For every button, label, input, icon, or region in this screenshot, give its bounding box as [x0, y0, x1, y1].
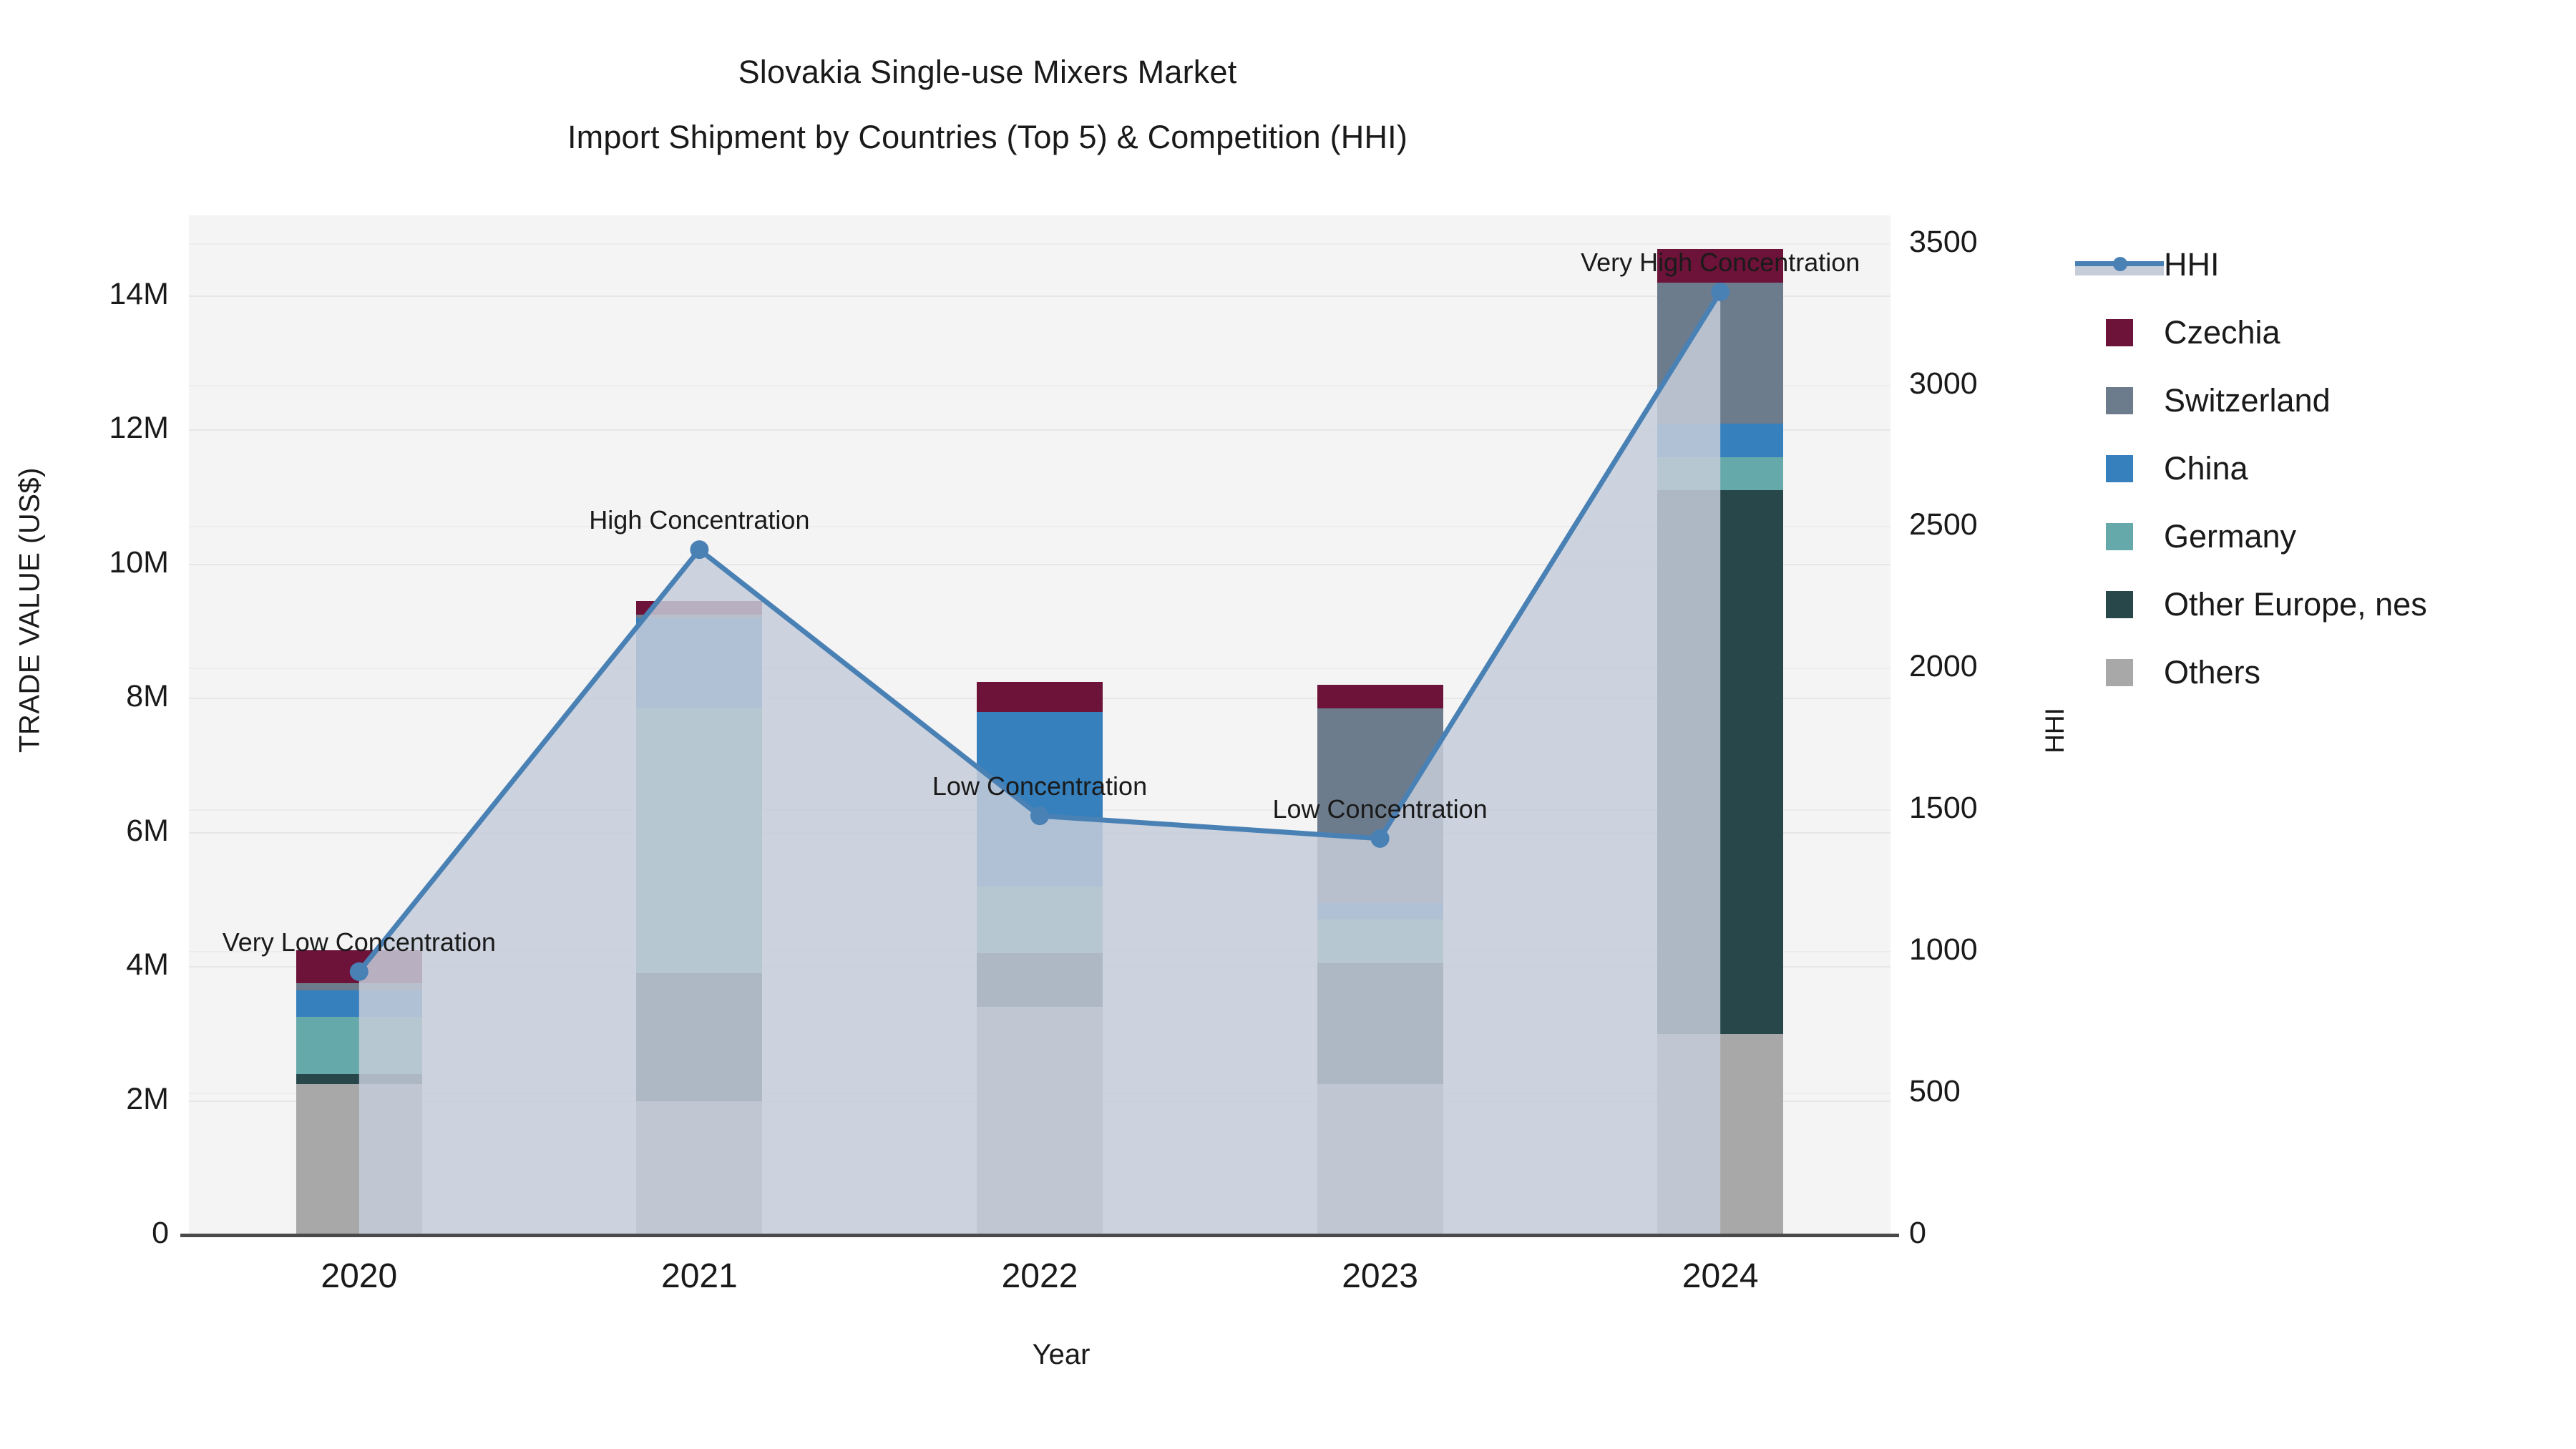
bar-segment[interactable]: [977, 681, 1103, 712]
y-axis-left-tick-label: 8M: [126, 679, 169, 713]
bar-segment[interactable]: [1657, 423, 1784, 457]
legend-item-label: Germany: [2164, 517, 2297, 555]
legend-color-swatch: [2106, 386, 2133, 414]
y-axis-left-tick-label: 12M: [109, 411, 169, 445]
bar-stack[interactable]: [1657, 215, 1784, 1235]
legend-item-label: Czechia: [2164, 313, 2280, 351]
legend-item-label: Others: [2164, 653, 2261, 691]
legend-item-label: Switzerland: [2164, 381, 2331, 419]
x-axis-tick-label: 2021: [661, 1257, 738, 1295]
legend-item-label: Other Europe, nes: [2164, 585, 2427, 623]
gridline-y-right: [189, 243, 1890, 245]
legend-color-swatch: [2106, 318, 2133, 346]
bar-segment[interactable]: [636, 973, 763, 1101]
legend-color-swatch: [2106, 590, 2133, 618]
bar-segment[interactable]: [296, 983, 422, 990]
concentration-annotation: High Concentration: [589, 505, 810, 535]
concentration-annotation: Low Concentration: [932, 771, 1148, 801]
bar-segment[interactable]: [636, 614, 763, 618]
bar-segment[interactable]: [1657, 490, 1784, 1034]
y-axis-left-tick-label: 14M: [109, 276, 169, 311]
x-axis-label: Year: [1032, 1339, 1091, 1370]
y-axis-right-tick-label: 3000: [1909, 366, 1978, 401]
x-axis-tick-label: 2023: [1342, 1257, 1418, 1295]
legend-color-swatch: [2106, 522, 2133, 550]
bar-segment[interactable]: [1317, 685, 1443, 709]
bar-segment[interactable]: [1317, 902, 1443, 920]
y-axis-right-tick-label: 2000: [1909, 649, 1978, 684]
legend-item[interactable]: Other Europe, nes: [2075, 570, 2547, 638]
y-axis-left-tick-label: 6M: [126, 813, 169, 848]
bar-segment[interactable]: [1657, 282, 1784, 424]
bar-segment[interactable]: [977, 953, 1103, 1008]
y-axis-left-tick-label: 4M: [126, 947, 169, 982]
bar-segment[interactable]: [977, 1007, 1103, 1235]
bar-stack[interactable]: [1317, 215, 1443, 1235]
x-axis-spine: [180, 1234, 1899, 1237]
legend-item[interactable]: China: [2075, 434, 2547, 502]
legend: HHI Czechia Switzerland China Germany Other E…: [2075, 230, 2547, 706]
bar-segment[interactable]: [296, 990, 422, 1018]
legend-item[interactable]: HHI: [2075, 230, 2547, 298]
concentration-annotation: Very High Concentration: [1581, 247, 1860, 277]
y-axis-left-tick-label: 0: [152, 1216, 169, 1250]
x-axis-tick-label: 2024: [1682, 1257, 1759, 1295]
bar-segment[interactable]: [1317, 963, 1443, 1085]
legend-item-label: HHI: [2164, 245, 2220, 283]
y-axis-right-tick-label: 1000: [1909, 932, 1978, 967]
bar-segment[interactable]: [296, 1074, 422, 1085]
y-axis-right-tick-label: 500: [1909, 1074, 1961, 1109]
y-axis-left-tick-label: 2M: [126, 1081, 169, 1116]
bar-segment[interactable]: [1657, 248, 1784, 283]
concentration-annotation: Low Concentration: [1272, 794, 1488, 824]
y-axis-right-tick-label: 1500: [1909, 791, 1978, 826]
y-axis-right-label: HHI: [2040, 708, 2069, 753]
bar-segment[interactable]: [977, 886, 1103, 954]
bar-segment[interactable]: [1657, 457, 1784, 491]
bar-stack[interactable]: [977, 215, 1103, 1235]
bar-segment[interactable]: [1317, 1084, 1443, 1235]
y-axis-right-tick-label: 2500: [1909, 507, 1978, 542]
legend-item-label: China: [2164, 449, 2248, 487]
bar-stack[interactable]: [296, 215, 422, 1235]
bar-segment[interactable]: [636, 601, 763, 615]
chart-title: Slovakia Single-use Mixers Market: [738, 54, 1237, 90]
bar-segment[interactable]: [1317, 919, 1443, 964]
bar-segment[interactable]: [636, 618, 763, 709]
bar-stack[interactable]: [636, 215, 763, 1235]
y-axis-left-label: TRADE VALUE (US$): [14, 467, 46, 753]
concentration-annotation: Very Low Concentration: [222, 927, 496, 957]
x-axis-tick-label: 2020: [321, 1257, 398, 1295]
legend-item[interactable]: Czechia: [2075, 298, 2547, 366]
y-axis-left-tick-label: 10M: [109, 545, 169, 580]
bar-segment[interactable]: [1657, 1033, 1784, 1235]
chart-title-block: Slovakia Single-use Mixers Market Import…: [0, 56, 1975, 153]
plot-area: Very Low Concentration High Concentration…: [189, 215, 1890, 1236]
bar-segment[interactable]: [636, 1101, 763, 1235]
legend-line-icon: [2075, 251, 2164, 278]
legend-color-swatch: [2106, 658, 2133, 686]
y-axis-right-tick-label: 0: [1909, 1216, 1926, 1250]
y-axis-right-tick-label: 3500: [1909, 224, 1978, 259]
legend-item[interactable]: Switzerland: [2075, 366, 2547, 434]
chart-subtitle: Import Shipment by Countries (Top 5) & C…: [567, 119, 1408, 155]
bar-segment[interactable]: [636, 708, 763, 974]
bar-segment[interactable]: [296, 1084, 422, 1235]
bar-segment[interactable]: [296, 1017, 422, 1074]
legend-color-swatch: [2106, 454, 2133, 482]
legend-item[interactable]: Others: [2075, 638, 2547, 706]
x-axis-tick-label: 2022: [1001, 1257, 1078, 1295]
legend-item[interactable]: Germany: [2075, 502, 2547, 570]
